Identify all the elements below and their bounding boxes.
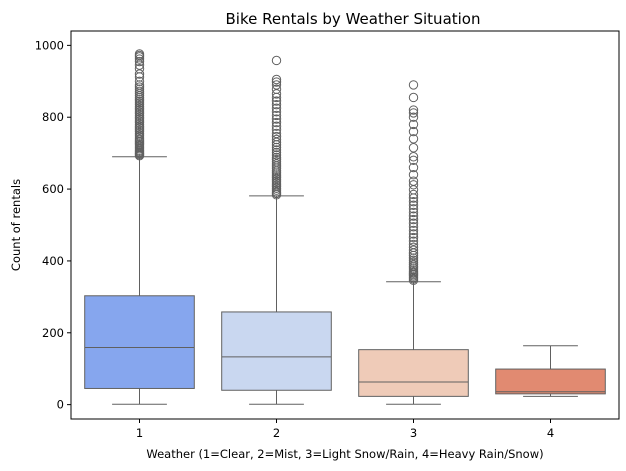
- outlier-point: [408, 162, 419, 173]
- box-group-2: [221, 55, 332, 405]
- outlier-point: [271, 152, 282, 163]
- outlier-point: [408, 257, 419, 268]
- outlier-point: [408, 236, 419, 246]
- outlier-point: [271, 157, 282, 167]
- outlier-point: [408, 200, 419, 210]
- x-tick-label: 1: [136, 426, 143, 440]
- outlier-point: [134, 56, 145, 67]
- x-axis-label: Weather (1=Clear, 2=Mist, 3=Light Snow/R…: [146, 447, 543, 461]
- outlier-point: [271, 121, 282, 131]
- outlier-point: [271, 103, 282, 113]
- outlier-point: [408, 134, 419, 144]
- box-group-1: [84, 49, 195, 405]
- box-iqr: [495, 368, 606, 395]
- box-iqr: [358, 349, 469, 397]
- outlier-point: [271, 154, 282, 165]
- outlier-point: [271, 96, 282, 106]
- outlier-point: [271, 150, 282, 160]
- outlier-point: [271, 128, 282, 139]
- outlier-point: [408, 239, 419, 250]
- outlier-point: [408, 196, 419, 207]
- outlier-point: [271, 125, 282, 135]
- outlier-point: [408, 119, 419, 130]
- y-tick-label: 600: [42, 182, 64, 196]
- outlier-point: [271, 159, 282, 169]
- outlier-point: [271, 114, 282, 124]
- plot-frame: [70, 30, 620, 420]
- outlier-point: [271, 117, 282, 128]
- box-group-3: [358, 80, 469, 405]
- box-group-4: [495, 345, 606, 397]
- outlier-point: [408, 92, 419, 103]
- outlier-point: [271, 107, 282, 117]
- outlier-point: [271, 84, 282, 94]
- outlier-point: [408, 155, 419, 166]
- outlier-point: [408, 207, 419, 218]
- outlier-point: [408, 204, 419, 214]
- outlier-point: [408, 80, 419, 90]
- outlier-point: [271, 89, 282, 99]
- outlier-point: [408, 112, 419, 122]
- chart-title: Bike Rentals by Weather Situation: [225, 10, 480, 28]
- outlier-point: [134, 82, 145, 92]
- outlier-point: [134, 54, 145, 64]
- outlier-point: [271, 74, 282, 85]
- outlier-point: [271, 110, 282, 121]
- outlier-point: [271, 145, 282, 155]
- box-iqr: [84, 295, 195, 389]
- x-tick-label: 3: [410, 426, 417, 440]
- outlier-point: [134, 69, 145, 79]
- outlier-point: [408, 229, 419, 239]
- outlier-point: [271, 55, 282, 66]
- outlier-point: [408, 108, 419, 118]
- y-tick-label: 0: [57, 398, 64, 412]
- x-tick-label: 4: [547, 426, 554, 440]
- outlier-point: [408, 225, 419, 236]
- outlier-point: [408, 222, 419, 232]
- outlier-point: [271, 147, 282, 158]
- outlier-point: [408, 255, 419, 265]
- outlier-point: [408, 259, 419, 270]
- y-axis: 0 200 400 600 800 1000: [35, 38, 71, 412]
- outlier-point: [408, 218, 419, 228]
- plot-area: [84, 49, 606, 405]
- outlier-point: [408, 189, 419, 200]
- x-axis: 1 2 3 4: [136, 419, 554, 440]
- outlier-point: [408, 245, 419, 255]
- outlier-point: [408, 232, 419, 243]
- y-tick-label: 1000: [35, 38, 64, 52]
- outlier-point: [271, 131, 282, 142]
- outlier-point: [134, 86, 145, 97]
- x-tick-label: 2: [273, 426, 280, 440]
- outlier-point: [408, 170, 419, 180]
- y-tick-label: 200: [42, 326, 64, 340]
- outlier-point: [408, 143, 419, 153]
- outlier-point: [134, 49, 145, 59]
- outlier-point: [408, 126, 419, 137]
- outlier-point: [408, 242, 419, 252]
- y-axis-label: Count of rentals: [9, 179, 23, 271]
- outlier-point: [408, 105, 419, 115]
- outlier-point: [134, 76, 145, 86]
- outlier-point: [271, 77, 282, 87]
- outlier-point: [271, 80, 282, 90]
- y-tick-label: 400: [42, 254, 64, 268]
- outlier-point: [134, 64, 145, 74]
- outlier-point: [408, 211, 419, 221]
- box-iqr: [221, 311, 332, 391]
- outlier-point: [408, 214, 419, 225]
- outlier-point: [408, 176, 419, 186]
- outlier-point: [408, 152, 419, 162]
- outlier-point: [271, 99, 282, 110]
- outlier-point: [271, 137, 282, 148]
- outlier-point: [408, 180, 419, 190]
- y-tick-label: 800: [42, 110, 64, 124]
- outlier-point: [271, 134, 282, 145]
